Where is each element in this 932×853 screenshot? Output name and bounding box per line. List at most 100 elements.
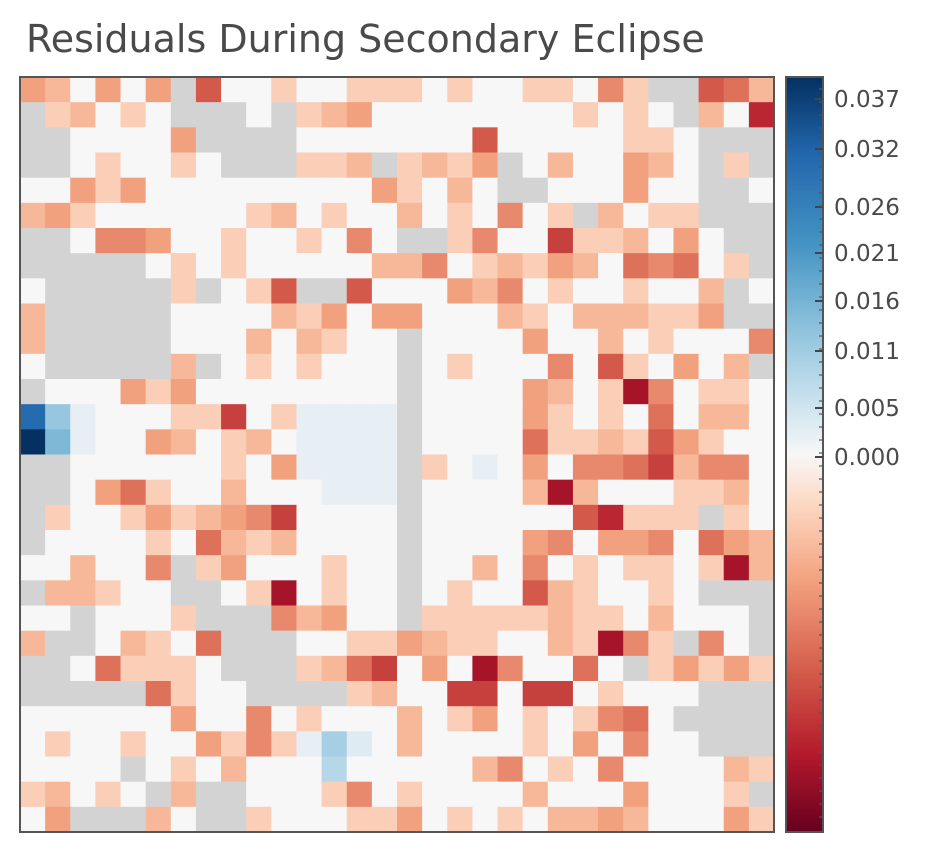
- colorbar-frame: [785, 76, 824, 833]
- heatmap-cell: [221, 681, 247, 707]
- heatmap-cell: [572, 253, 599, 279]
- heatmap-cell: [648, 504, 675, 531]
- heatmap-cell: [221, 253, 247, 279]
- heatmap-cell: [698, 605, 725, 632]
- heatmap-cell: [70, 781, 96, 808]
- heatmap-cell: [70, 605, 96, 632]
- heatmap-cell: [120, 806, 147, 833]
- heatmap-cell: [271, 530, 298, 556]
- heatmap-cell: [45, 253, 71, 279]
- heatmap-cell: [497, 806, 524, 833]
- heatmap-cell: [296, 77, 323, 103]
- heatmap-cell: [371, 202, 398, 229]
- heatmap-cell: [246, 504, 272, 531]
- heatmap-cell: [170, 379, 197, 405]
- heatmap-cell: [321, 102, 348, 128]
- heatmap-cell: [371, 504, 398, 531]
- heatmap-cell: [472, 404, 499, 430]
- heatmap-cell: [397, 353, 423, 380]
- heatmap-cell: [45, 655, 71, 682]
- heatmap-cell: [221, 756, 247, 783]
- heatmap-cell: [45, 77, 71, 103]
- colorbar-tick-label: 0.026: [834, 195, 900, 221]
- heatmap-cell: [598, 328, 624, 355]
- heatmap-cell: [95, 177, 122, 204]
- heatmap-cell: [45, 454, 71, 481]
- heatmap-cell: [321, 303, 348, 330]
- heatmap-cell: [497, 605, 524, 632]
- heatmap-cell: [547, 379, 574, 405]
- heatmap-cell: [623, 655, 649, 682]
- heatmap-cell: [522, 454, 549, 481]
- heatmap-cell: [70, 177, 96, 204]
- heatmap-cell: [45, 278, 71, 305]
- heatmap-cell: [346, 630, 373, 657]
- heatmap-cell: [246, 605, 272, 632]
- heatmap-cell: [120, 228, 147, 254]
- heatmap-cell: [497, 102, 524, 128]
- heatmap-cell: [723, 655, 750, 682]
- heatmap-cell: [623, 681, 649, 707]
- heatmap-cell: [397, 806, 423, 833]
- heatmap-cell: [296, 228, 323, 254]
- heatmap-cell: [246, 152, 272, 179]
- heatmap-cell: [95, 228, 122, 254]
- heatmap-cell: [623, 731, 649, 758]
- heatmap-cell: [748, 706, 775, 732]
- heatmap-cell: [120, 379, 147, 405]
- heatmap-cell: [422, 605, 448, 632]
- heatmap-cell: [397, 379, 423, 405]
- heatmap-cell: [623, 303, 649, 330]
- heatmap-cell: [145, 806, 172, 833]
- heatmap-cell: [95, 706, 122, 732]
- heatmap-cell: [195, 152, 222, 179]
- heatmap-cell: [296, 781, 323, 808]
- heatmap-cell: [598, 102, 624, 128]
- heatmap-cell: [397, 781, 423, 808]
- heatmap-cell: [346, 731, 373, 758]
- heatmap-cell: [748, 77, 775, 103]
- heatmap-cell: [271, 504, 298, 531]
- heatmap-cell: [472, 454, 499, 481]
- heatmap-cell: [723, 102, 750, 128]
- heatmap-cell: [673, 152, 700, 179]
- colorbar-tick-label: 0.005: [834, 396, 900, 422]
- heatmap-cell: [572, 202, 599, 229]
- heatmap-cell: [145, 202, 172, 229]
- heatmap-cell: [70, 379, 96, 405]
- heatmap-cell: [422, 429, 448, 456]
- heatmap-cell: [221, 404, 247, 430]
- heatmap-cell: [120, 756, 147, 783]
- heatmap-cell: [20, 655, 46, 682]
- heatmap-cell: [170, 731, 197, 758]
- heatmap-cell: [145, 278, 172, 305]
- heatmap-cell: [145, 127, 172, 154]
- heatmap-cell: [447, 681, 473, 707]
- heatmap-cell: [371, 756, 398, 783]
- heatmap-cell: [246, 530, 272, 556]
- heatmap-cell: [120, 580, 147, 607]
- heatmap-cell: [120, 731, 147, 758]
- heatmap-cell: [648, 479, 675, 506]
- heatmap-cell: [271, 454, 298, 481]
- heatmap-cell: [195, 479, 222, 506]
- heatmap-cell: [472, 756, 499, 783]
- heatmap-cell: [422, 806, 448, 833]
- heatmap-cell: [572, 479, 599, 506]
- heatmap-cell: [45, 504, 71, 531]
- heatmap-cell: [45, 127, 71, 154]
- heatmap-cell: [170, 530, 197, 556]
- heatmap-cell: [547, 77, 574, 103]
- heatmap-cell: [623, 102, 649, 128]
- heatmap-cell: [397, 102, 423, 128]
- heatmap-cell: [623, 706, 649, 732]
- heatmap-cell: [246, 328, 272, 355]
- heatmap-cell: [170, 328, 197, 355]
- heatmap-cell: [145, 655, 172, 682]
- heatmap-cell: [20, 328, 46, 355]
- heatmap-cell: [371, 152, 398, 179]
- heatmap-cell: [321, 681, 348, 707]
- heatmap-cell: [748, 580, 775, 607]
- heatmap-cell: [246, 253, 272, 279]
- heatmap-cell: [70, 253, 96, 279]
